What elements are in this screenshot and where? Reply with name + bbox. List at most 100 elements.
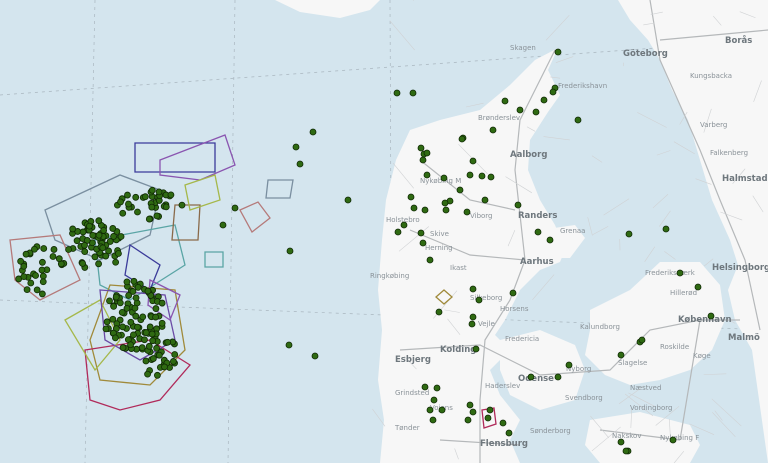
site-marker[interactable] bbox=[285, 341, 293, 349]
site-marker[interactable] bbox=[148, 203, 156, 211]
site-marker[interactable] bbox=[435, 308, 443, 316]
site-marker[interactable] bbox=[110, 233, 117, 240]
site-marker[interactable] bbox=[148, 330, 156, 338]
site-marker[interactable] bbox=[162, 203, 170, 211]
site-marker[interactable] bbox=[153, 344, 161, 352]
site-marker[interactable] bbox=[514, 201, 522, 209]
site-marker[interactable] bbox=[95, 260, 102, 268]
site-marker[interactable] bbox=[20, 273, 28, 281]
site-marker[interactable] bbox=[127, 318, 135, 326]
survey-area-polygon[interactable] bbox=[265, 179, 294, 199]
site-marker[interactable] bbox=[31, 245, 38, 253]
site-marker[interactable] bbox=[144, 287, 152, 295]
site-marker[interactable] bbox=[65, 246, 72, 253]
site-marker[interactable] bbox=[130, 277, 138, 285]
site-marker[interactable] bbox=[95, 217, 103, 225]
site-marker[interactable] bbox=[407, 193, 415, 201]
site-marker[interactable] bbox=[466, 401, 474, 409]
site-marker[interactable] bbox=[468, 320, 476, 328]
survey-area-polygon[interactable] bbox=[184, 174, 221, 211]
site-marker[interactable] bbox=[86, 222, 93, 230]
site-marker[interactable] bbox=[638, 336, 646, 344]
survey-area-polygon[interactable] bbox=[435, 289, 453, 305]
site-marker[interactable] bbox=[617, 351, 625, 359]
site-marker[interactable] bbox=[39, 278, 47, 286]
survey-area-polygon[interactable] bbox=[64, 299, 121, 372]
site-marker[interactable] bbox=[117, 198, 124, 206]
site-marker[interactable] bbox=[487, 173, 495, 181]
site-marker[interactable] bbox=[40, 245, 48, 252]
site-marker[interactable] bbox=[466, 171, 474, 179]
site-marker[interactable] bbox=[22, 250, 30, 258]
site-marker[interactable] bbox=[469, 313, 477, 321]
survey-area-polygon[interactable] bbox=[44, 174, 161, 261]
site-marker[interactable] bbox=[95, 231, 103, 239]
site-marker[interactable] bbox=[17, 257, 25, 265]
site-marker[interactable] bbox=[509, 289, 517, 297]
site-marker[interactable] bbox=[505, 429, 513, 437]
site-marker[interactable] bbox=[481, 196, 489, 204]
site-marker[interactable] bbox=[134, 323, 141, 331]
site-marker[interactable] bbox=[161, 363, 168, 371]
site-marker[interactable] bbox=[429, 416, 437, 424]
site-marker[interactable] bbox=[127, 341, 134, 349]
site-marker[interactable] bbox=[409, 89, 417, 97]
site-marker[interactable] bbox=[430, 396, 438, 404]
site-marker[interactable] bbox=[540, 96, 548, 104]
survey-area-polygon[interactable] bbox=[204, 251, 224, 268]
site-marker[interactable] bbox=[27, 279, 35, 287]
site-marker[interactable] bbox=[153, 212, 161, 220]
site-marker[interactable] bbox=[478, 172, 486, 180]
site-marker[interactable] bbox=[554, 373, 562, 381]
site-marker[interactable] bbox=[81, 248, 89, 256]
site-marker[interactable] bbox=[148, 186, 156, 194]
site-marker[interactable] bbox=[106, 238, 114, 245]
site-marker[interactable] bbox=[81, 241, 88, 249]
site-marker[interactable] bbox=[146, 323, 154, 331]
site-marker[interactable] bbox=[99, 244, 107, 252]
site-marker[interactable] bbox=[145, 215, 153, 223]
site-marker[interactable] bbox=[141, 336, 148, 344]
site-marker[interactable] bbox=[167, 191, 175, 199]
site-marker[interactable] bbox=[109, 225, 117, 232]
site-marker[interactable] bbox=[554, 48, 562, 56]
site-marker[interactable] bbox=[69, 225, 77, 233]
site-marker[interactable] bbox=[516, 106, 524, 114]
site-marker[interactable] bbox=[154, 371, 161, 379]
site-marker[interactable] bbox=[617, 438, 625, 446]
site-marker[interactable] bbox=[102, 325, 110, 333]
site-marker[interactable] bbox=[106, 297, 113, 305]
site-marker[interactable] bbox=[463, 208, 471, 216]
site-marker[interactable] bbox=[49, 253, 57, 260]
site-marker[interactable] bbox=[149, 355, 157, 362]
site-marker[interactable] bbox=[115, 250, 122, 257]
site-marker[interactable] bbox=[219, 221, 227, 229]
site-marker[interactable] bbox=[164, 338, 172, 346]
site-marker[interactable] bbox=[469, 157, 477, 165]
site-marker[interactable] bbox=[484, 414, 492, 422]
site-marker[interactable] bbox=[149, 337, 157, 345]
site-marker[interactable] bbox=[23, 286, 31, 294]
site-marker[interactable] bbox=[152, 313, 159, 321]
site-marker[interactable] bbox=[132, 294, 140, 302]
site-marker[interactable] bbox=[141, 193, 149, 201]
site-marker[interactable] bbox=[421, 206, 429, 214]
site-marker[interactable] bbox=[142, 357, 150, 365]
site-marker[interactable] bbox=[475, 296, 483, 304]
site-marker[interactable] bbox=[499, 419, 507, 427]
site-marker[interactable] bbox=[622, 447, 630, 455]
site-marker[interactable] bbox=[423, 171, 431, 179]
site-marker[interactable] bbox=[112, 293, 120, 301]
site-marker[interactable] bbox=[707, 312, 715, 320]
site-marker[interactable] bbox=[489, 126, 497, 134]
site-marker[interactable] bbox=[55, 255, 63, 263]
site-marker[interactable] bbox=[100, 226, 108, 234]
site-marker[interactable] bbox=[134, 208, 141, 216]
site-marker[interactable] bbox=[145, 342, 153, 350]
site-marker[interactable] bbox=[132, 193, 140, 201]
site-marker[interactable] bbox=[694, 283, 702, 291]
site-marker[interactable] bbox=[442, 206, 450, 214]
site-marker[interactable] bbox=[456, 186, 464, 194]
site-marker[interactable] bbox=[676, 269, 684, 277]
